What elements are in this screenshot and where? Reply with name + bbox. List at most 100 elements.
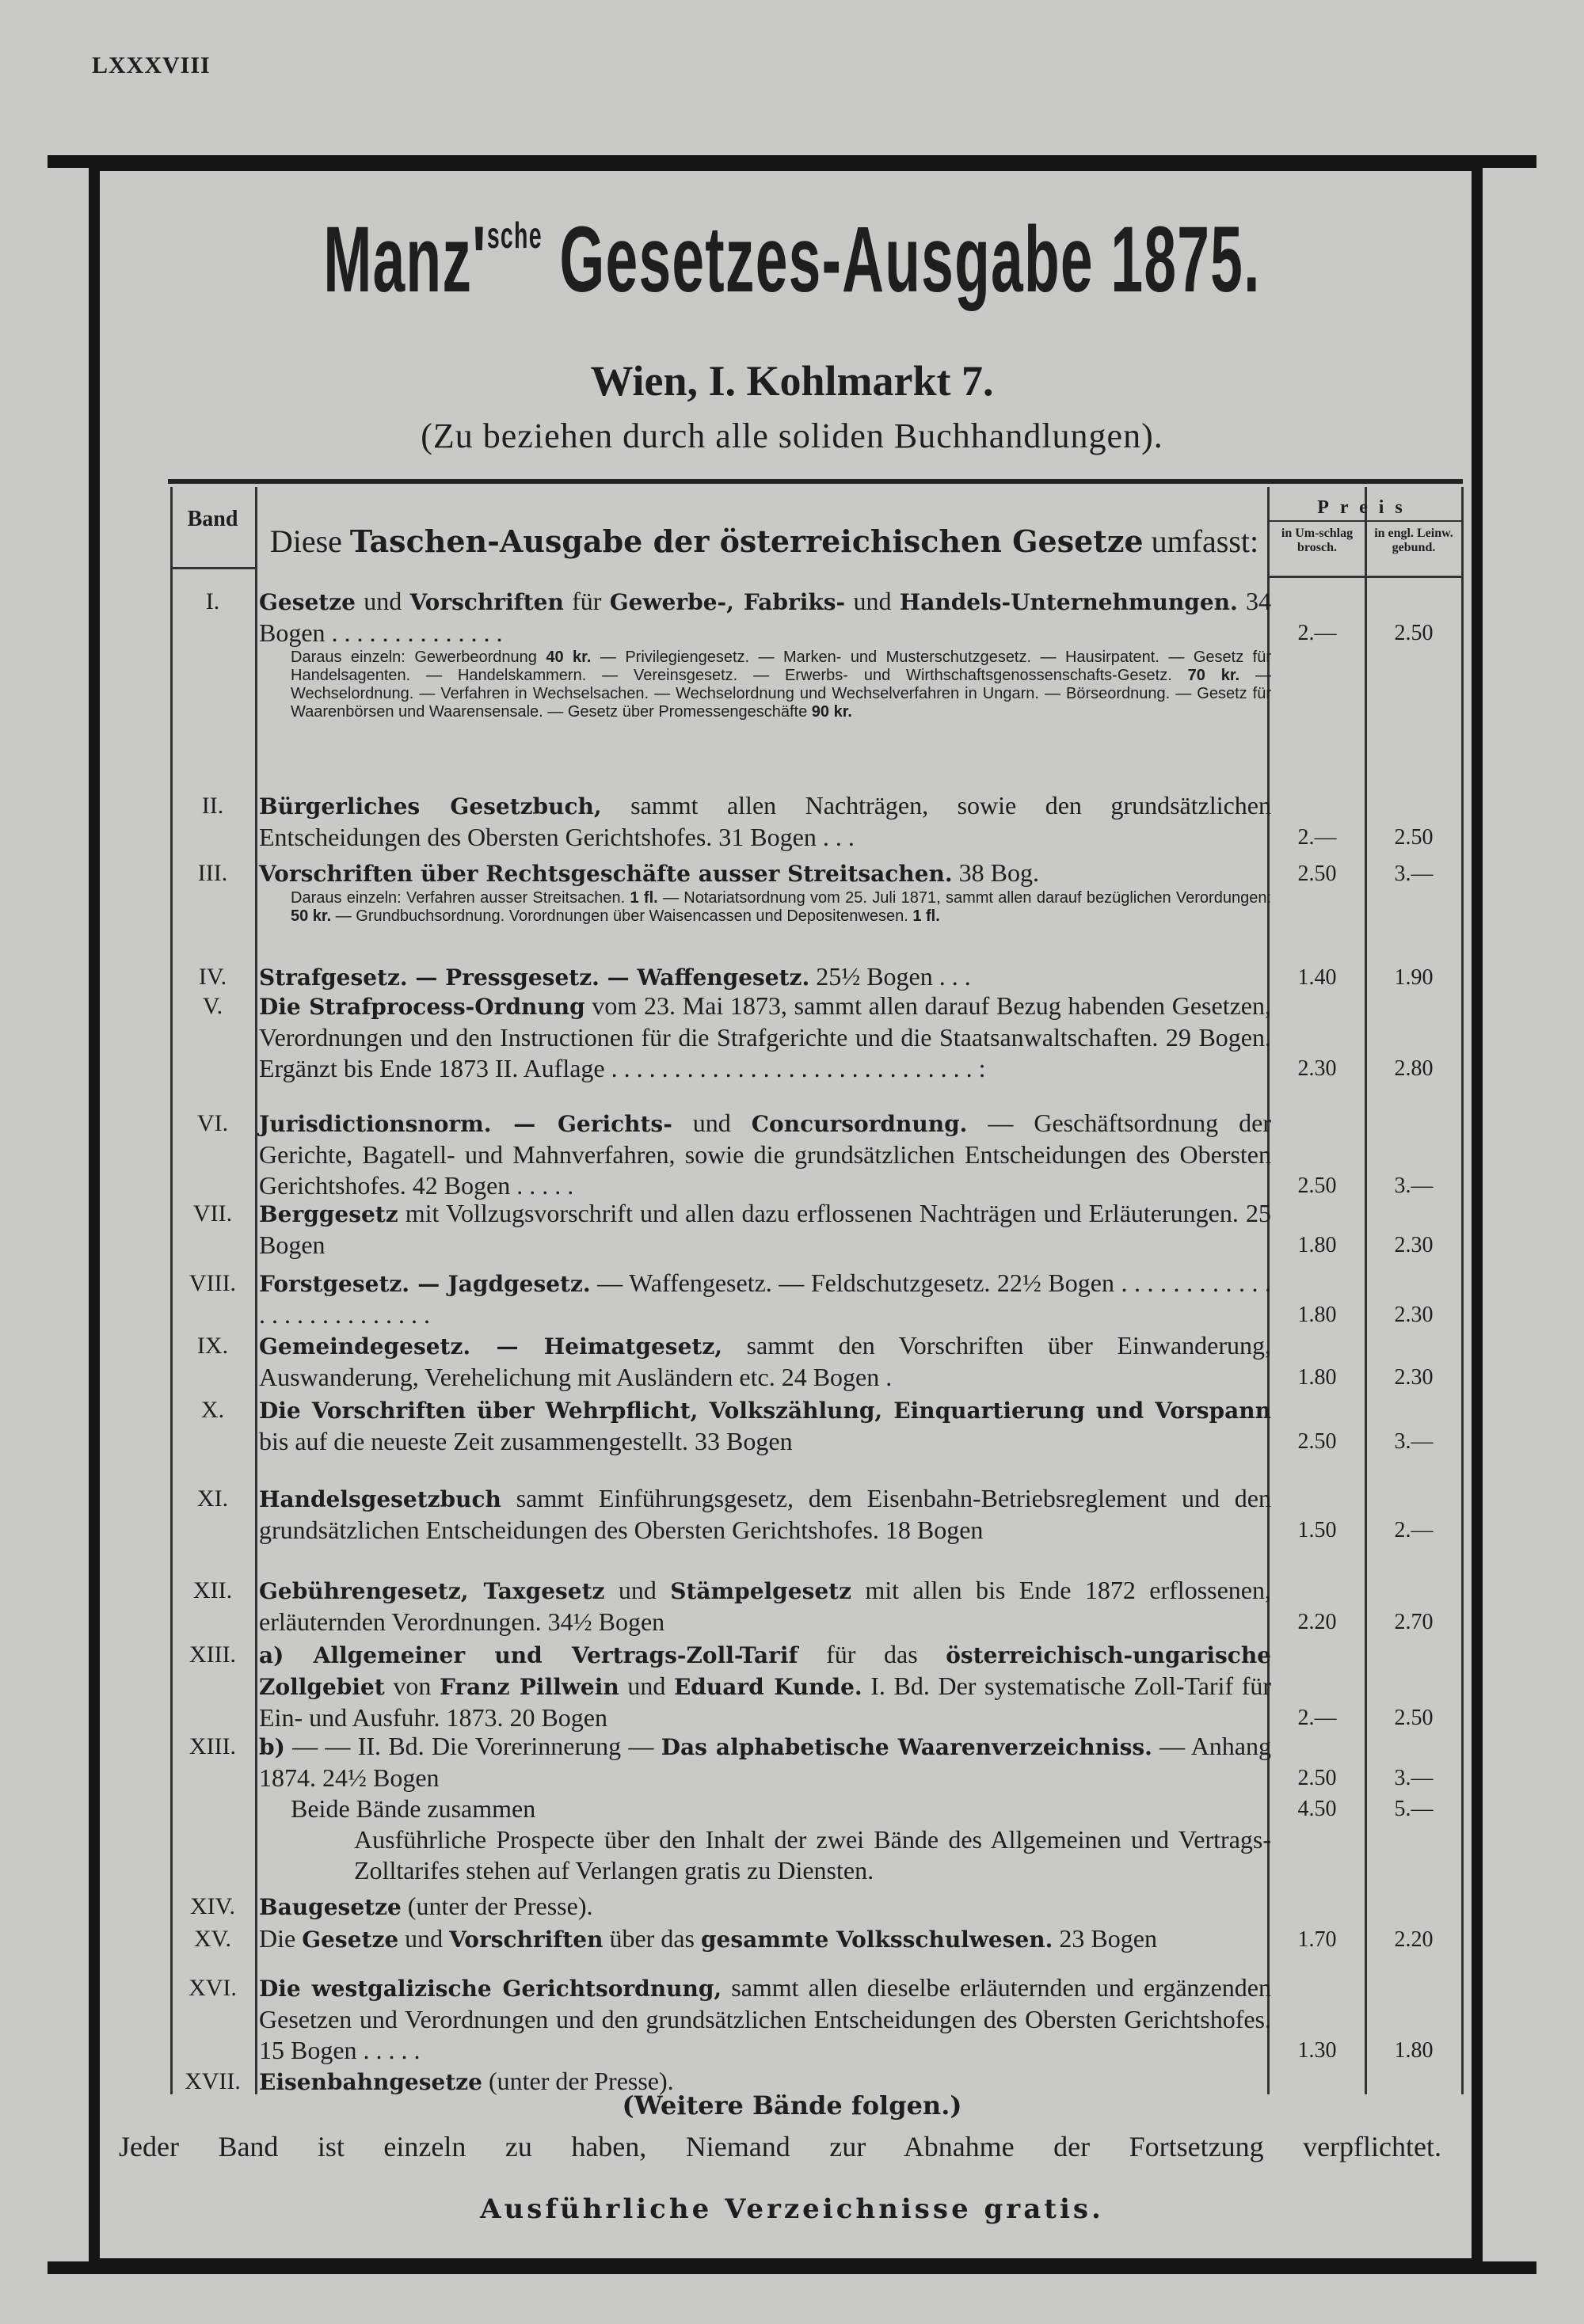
bold-text: Die Strafprocess-Ordnung — [259, 994, 585, 1020]
page-number: LXXXVIII — [92, 52, 211, 78]
text: mit allen bis Ende 1872 erflossenen, erl… — [259, 1576, 1271, 1636]
item-description: Vorschriften über Rechtsgeschäfte ausser… — [259, 858, 1271, 926]
text: bis auf die neueste Zeit zusammengestell… — [259, 1427, 793, 1455]
item-description: Forstgesetz. — Jagdgesetz. — Waffengeset… — [259, 1268, 1271, 1330]
price-gebund: 3.— — [1394, 1429, 1434, 1454]
bold-text: Berggesetz — [259, 1201, 398, 1227]
text: I. Bd. Der systematische Zoll-Tarif für … — [259, 1672, 1272, 1732]
price-gebund: 2.50 — [1394, 1706, 1434, 1730]
price-header: Preis — [1270, 497, 1461, 522]
text: und — [398, 1924, 450, 1953]
text: sammt den Vorschriften über Einwanderung… — [259, 1331, 1272, 1391]
text: sammt allen dieselbe erläuternden und er… — [259, 1973, 1272, 2064]
bold-text: Forstgesetz. — Jagdgesetz. — [259, 1271, 591, 1297]
header-rule — [170, 567, 255, 569]
price-gebund: 3.— — [1394, 1766, 1434, 1790]
text: — Anhang 1874. 24½ Bogen — [259, 1732, 1272, 1792]
text: — Wechselordnung. — Verfahren in Wechsel… — [291, 667, 1271, 721]
bold-text: a) Allgemeiner und Vertrags-Zoll-Tarif — [259, 1642, 798, 1668]
item-title: Die Vorschriften über Wehrpflicht, Volks… — [259, 1394, 1271, 1457]
column-divider — [1267, 487, 1270, 2094]
text: und — [619, 1672, 674, 1700]
text: 25½ Bogen . . . — [809, 962, 971, 991]
item-description: Baugesetze (unter der Presse). — [259, 1891, 1271, 1923]
price-brosch: 1.30 — [1297, 2038, 1337, 2063]
price-brosch: 2.50 — [1297, 862, 1337, 886]
item-description: Eisenbahngesetze (unter der Presse). — [259, 2066, 1271, 2098]
band-number: XVII. — [185, 2068, 241, 2094]
bold-text: Gebührengesetz, Taxgesetz — [259, 1578, 605, 1604]
title-superscript: sche — [486, 215, 543, 256]
price-brosch: 1.50 — [1297, 1518, 1337, 1542]
column-divider — [170, 487, 173, 2094]
band-number: XVI. — [188, 1975, 237, 2001]
price-gebund: 2.— — [1394, 1518, 1434, 1542]
band-number: XV. — [194, 1926, 231, 1952]
text: vom 23. Mai 1873, sammt allen darauf Bez… — [259, 991, 1271, 1082]
publisher-address: Wien, I. Kohlmarkt 7. — [590, 357, 994, 405]
bold-text: Die Vorschriften über Wehrpflicht, Volks… — [259, 1398, 1271, 1424]
bold-text: Bürgerliches Gesetzbuch, — [259, 793, 602, 820]
table-top-rule — [168, 479, 1463, 484]
prospect-note: Ausführliche Prospecte über den Inhalt d… — [354, 1825, 1271, 1885]
text: und — [845, 587, 900, 615]
bold-text: 70 kr. — [1187, 667, 1240, 684]
price-brosch: 1.80 — [1297, 1303, 1337, 1327]
text: sammt allen Nachträgen, sowie den grunds… — [259, 791, 1272, 851]
item-title: Die Strafprocess-Ordnung vom 23. Mai 187… — [259, 991, 1271, 1084]
bold-text: Handels-Unternehmungen. — [899, 589, 1238, 615]
text: — Grundbuchsordnung. Vorordnungen über W… — [331, 907, 913, 925]
item-description: Gemeindegesetz. — Heimatgesetz, sammt de… — [259, 1330, 1271, 1393]
text: (unter der Presse). — [401, 1892, 593, 1920]
bold-text: gesammte Volksschulwesen. — [700, 1927, 1053, 1953]
item-title: Forstgesetz. — Jagdgesetz. — Waffengeset… — [259, 1268, 1271, 1330]
header-rule — [1270, 576, 1461, 578]
bold-text: Gemeindegesetz. — Heimatgesetz, — [259, 1333, 722, 1360]
item-description: Die Vorschriften über Wehrpflicht, Volks… — [259, 1394, 1271, 1457]
bold-text: Jurisdictionsnorm. — Gerichts- — [259, 1111, 672, 1137]
header-text: umfasst: — [1143, 523, 1259, 559]
bold-text: Vorschriften über Rechtsgeschäfte ausser… — [259, 861, 953, 887]
price-brosch: 2.50 — [1297, 1766, 1337, 1790]
item-description: Handelsgesetzbuch sammt Einführungsgeset… — [259, 1483, 1271, 1546]
catalog-note: Ausführliche Verzeichnisse gratis. — [480, 2193, 1104, 2225]
title-part: Manz' — [323, 207, 487, 312]
item-contents-note: Daraus einzeln: Verfahren ausser Streits… — [259, 889, 1271, 926]
text: 34 Bogen . . . . . . . . . . . . . . — [259, 587, 1272, 647]
bold-text: Handelsgesetzbuch — [259, 1486, 501, 1512]
bold-text: Eduard Kunde. — [673, 1674, 862, 1700]
text: — Privilegiengesetz. — Marken- und Muste… — [291, 649, 1271, 684]
bold-text: Eisenbahngesetze — [259, 2069, 482, 2095]
band-number: XIII. — [188, 1641, 237, 1668]
text: von — [384, 1672, 440, 1700]
header-text: Diese — [269, 523, 350, 559]
band-number: III. — [197, 860, 228, 886]
item-title: b) — — II. Bd. Die Vorerinnerung — Das a… — [259, 1731, 1271, 1793]
item-title: Baugesetze (unter der Presse). — [259, 1891, 1271, 1923]
band-number: XIII. — [188, 1733, 237, 1759]
price-col-brosch-header: in Um-schlag brosch. — [1281, 527, 1354, 554]
advertisement-frame — [89, 160, 1483, 2269]
bold-text: Vorschriften — [449, 1927, 604, 1953]
item-contents-note: Daraus einzeln: Gewerbeordnung 40 kr. — … — [259, 649, 1271, 721]
bold-text: Strafgesetz. — Pressgesetz. — Waffengese… — [259, 964, 810, 991]
item-title: Handelsgesetzbuch sammt Einführungsgeset… — [259, 1483, 1271, 1546]
bold-text: 40 kr. — [546, 649, 592, 666]
text: 23 Bogen — [1053, 1924, 1157, 1953]
item-title: Vorschriften über Rechtsgeschäfte ausser… — [259, 858, 1271, 889]
more-volumes-note: (Weitere Bände folgen.) — [622, 2090, 962, 2121]
bold-text: Gewerbe-, Fabriks- — [609, 589, 846, 615]
title-part: Gesetzes-Ausgabe 1875. — [542, 207, 1261, 312]
price-gebund: 2.20 — [1394, 1927, 1434, 1952]
header-text: Taschen-Ausgabe der österreichischen Ges… — [349, 523, 1144, 559]
price-gebund: 3.— — [1394, 1173, 1434, 1198]
item-title: a) Allgemeiner und Vertrags-Zoll-Tarif f… — [259, 1639, 1271, 1733]
text: über das — [603, 1924, 701, 1953]
item-description: Berggesetz mit Vollzugsvorschrift und al… — [259, 1198, 1271, 1261]
price-gebund: 1.80 — [1394, 2038, 1434, 2063]
bold-text: b) — [259, 1734, 285, 1760]
price-brosch: 4.50 — [1297, 1797, 1337, 1821]
price-brosch: 2.20 — [1297, 1610, 1337, 1634]
bold-text: Baugesetze — [259, 1894, 402, 1920]
item-description: Bürgerliches Gesetzbuch, sammt allen Nac… — [259, 790, 1271, 853]
